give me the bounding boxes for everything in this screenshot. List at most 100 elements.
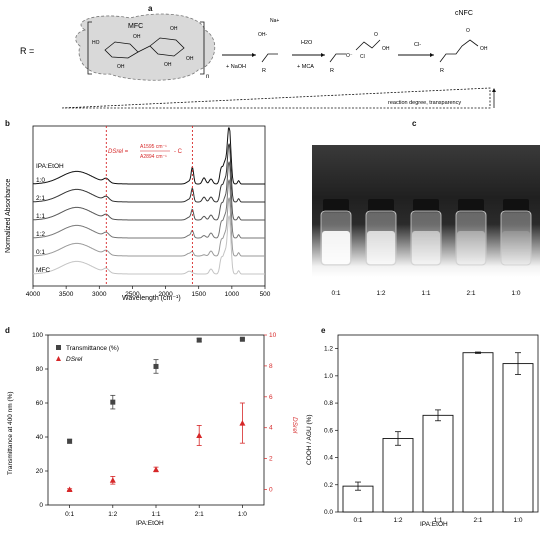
e-ytick-label: 1.0 — [324, 373, 333, 380]
d-ytick-left-label: 40 — [36, 434, 44, 441]
d-ytick-left-label: 60 — [36, 400, 44, 407]
vial: 2:1 — [455, 199, 487, 297]
ftir-chart: Normalized Absorbance Wavelength (cm⁻¹) … — [5, 125, 271, 302]
svg-text:O: O — [374, 32, 378, 38]
d-transmittance-point — [67, 438, 73, 444]
panel-b-label: b — [5, 119, 10, 128]
ftir-xtick-label: 500 — [260, 291, 271, 298]
na-label: Na+ — [270, 18, 279, 24]
vial: 1:2 — [365, 199, 397, 297]
e-bar — [502, 363, 534, 513]
mfc-label: MFC — [128, 23, 143, 30]
vial-cap — [413, 199, 439, 213]
ftir-xtick-label: 1500 — [191, 291, 206, 298]
ftir-spectrum — [33, 215, 265, 275]
d-ytick-left-label: 80 — [36, 366, 44, 373]
naoh-label: + NaOH — [226, 64, 246, 70]
cnfc-label: cNFC — [455, 10, 473, 17]
legend-square-marker — [56, 345, 61, 350]
e-xtick-label: 2:1 — [473, 517, 482, 524]
legend-triangle-marker — [56, 356, 61, 361]
d-ds-point — [196, 432, 203, 438]
vial-gel — [322, 231, 350, 264]
svg-text:O: O — [466, 28, 470, 34]
d-legend: Transmittance (%) DSrel — [56, 345, 119, 363]
transmittance-chart: Transmittance at 400 nm (%) DSrel IPA:Et… — [7, 332, 298, 527]
ftir-spectrum — [33, 197, 265, 257]
d-xlabel: IPA:EtOH — [136, 520, 164, 527]
e-xtick-label: 1:0 — [513, 517, 522, 524]
vial-gel — [457, 231, 485, 264]
ftir-series-label: 1:1 — [36, 213, 45, 220]
ftir-spectrum — [33, 143, 265, 203]
d-xtick-label: 1:0 — [238, 511, 247, 518]
vial-label: 1:1 — [421, 290, 430, 297]
svg-text:Cl: Cl — [360, 54, 365, 60]
mca-label: + MCA — [297, 64, 314, 70]
ftir-ylabel: Normalized Absorbance — [5, 179, 12, 253]
e-bar — [382, 438, 414, 513]
d-xtick-label: 0:1 — [65, 511, 74, 518]
vial-body — [455, 210, 487, 266]
formula-right: - C — [174, 149, 183, 155]
e-ytick-label: 1.2 — [324, 346, 333, 353]
d-ylabel-left: Transmittance at 400 nm (%) — [7, 391, 14, 475]
vial-label: 0:1 — [331, 290, 340, 297]
ftir-series-label: 1:2 — [36, 231, 45, 238]
reaction-degree-label: reaction degree, transparency — [388, 100, 461, 106]
svg-text:OH: OH — [480, 46, 488, 52]
d-transmittance-point — [239, 336, 245, 342]
ftir-legend-title: IPA:EtOH — [36, 163, 64, 170]
cl-label: Cl- — [414, 42, 421, 48]
vial-cap — [503, 199, 529, 213]
d-ds-point — [153, 466, 159, 472]
reaction-degree-wedge — [61, 87, 491, 109]
e-ytick-label: 0.0 — [324, 509, 333, 516]
ftir-series-label: 2:1 — [36, 195, 45, 202]
n-subscript: n — [206, 74, 209, 80]
vial-cap — [458, 199, 484, 213]
svg-text:OH: OH — [382, 46, 390, 52]
vial-label: 1:0 — [511, 290, 520, 297]
vial-label: 1:2 — [376, 290, 385, 297]
ftir-frame — [32, 125, 266, 287]
d-ytick-left-label: 0 — [39, 502, 43, 509]
ftir-series-label: MFC — [36, 267, 50, 274]
d-ytick-left-label: 100 — [32, 332, 43, 339]
oh-label: OH- — [258, 32, 268, 38]
e-ytick-label: 0.2 — [324, 482, 333, 489]
legend-transmittance: Transmittance (%) — [66, 345, 119, 352]
e-xtick-label: 0:1 — [353, 517, 362, 524]
d-xtick-label: 1:1 — [151, 511, 160, 518]
d-ds-point — [66, 486, 73, 493]
r-sub-1: R — [262, 68, 266, 74]
d-transmittance-point — [196, 337, 202, 343]
d-ytick-right-label: 2 — [269, 456, 273, 463]
svg-text:OH: OH — [170, 26, 178, 32]
ftir-xtick-label: 4000 — [26, 291, 41, 298]
svg-text:OH: OH — [186, 56, 194, 62]
e-ylabel: COOH / AGU (%) — [306, 414, 313, 465]
d-ytick-right-label: 0 — [269, 487, 273, 494]
left-bracket — [87, 21, 92, 75]
ftir-spectrum — [33, 161, 265, 221]
vial-label: 2:1 — [466, 290, 475, 297]
panel-a-label: a — [148, 4, 153, 13]
vial-gel — [412, 231, 440, 264]
glucose-ring-2 — [149, 37, 185, 57]
e-xtick-label: 1:1 — [433, 517, 442, 524]
vial: 1:1 — [410, 199, 442, 297]
right-bracket — [200, 21, 205, 75]
d-ds-point — [109, 477, 116, 483]
ftir-xtick-label: 1000 — [225, 291, 240, 298]
d-ylabel-right: DSrel — [291, 417, 298, 434]
d-transmittance-point — [110, 399, 116, 405]
r-sub-3: R — [440, 68, 444, 74]
d-ds-point — [239, 420, 246, 426]
panel-d-label: d — [5, 326, 10, 335]
r-equals-label: R = — [20, 46, 34, 56]
mfc-cloud — [75, 13, 216, 81]
svg-text:OH: OH — [164, 62, 172, 68]
d-ytick-right-label: 6 — [269, 394, 273, 401]
d-xtick-label: 1:2 — [108, 511, 117, 518]
